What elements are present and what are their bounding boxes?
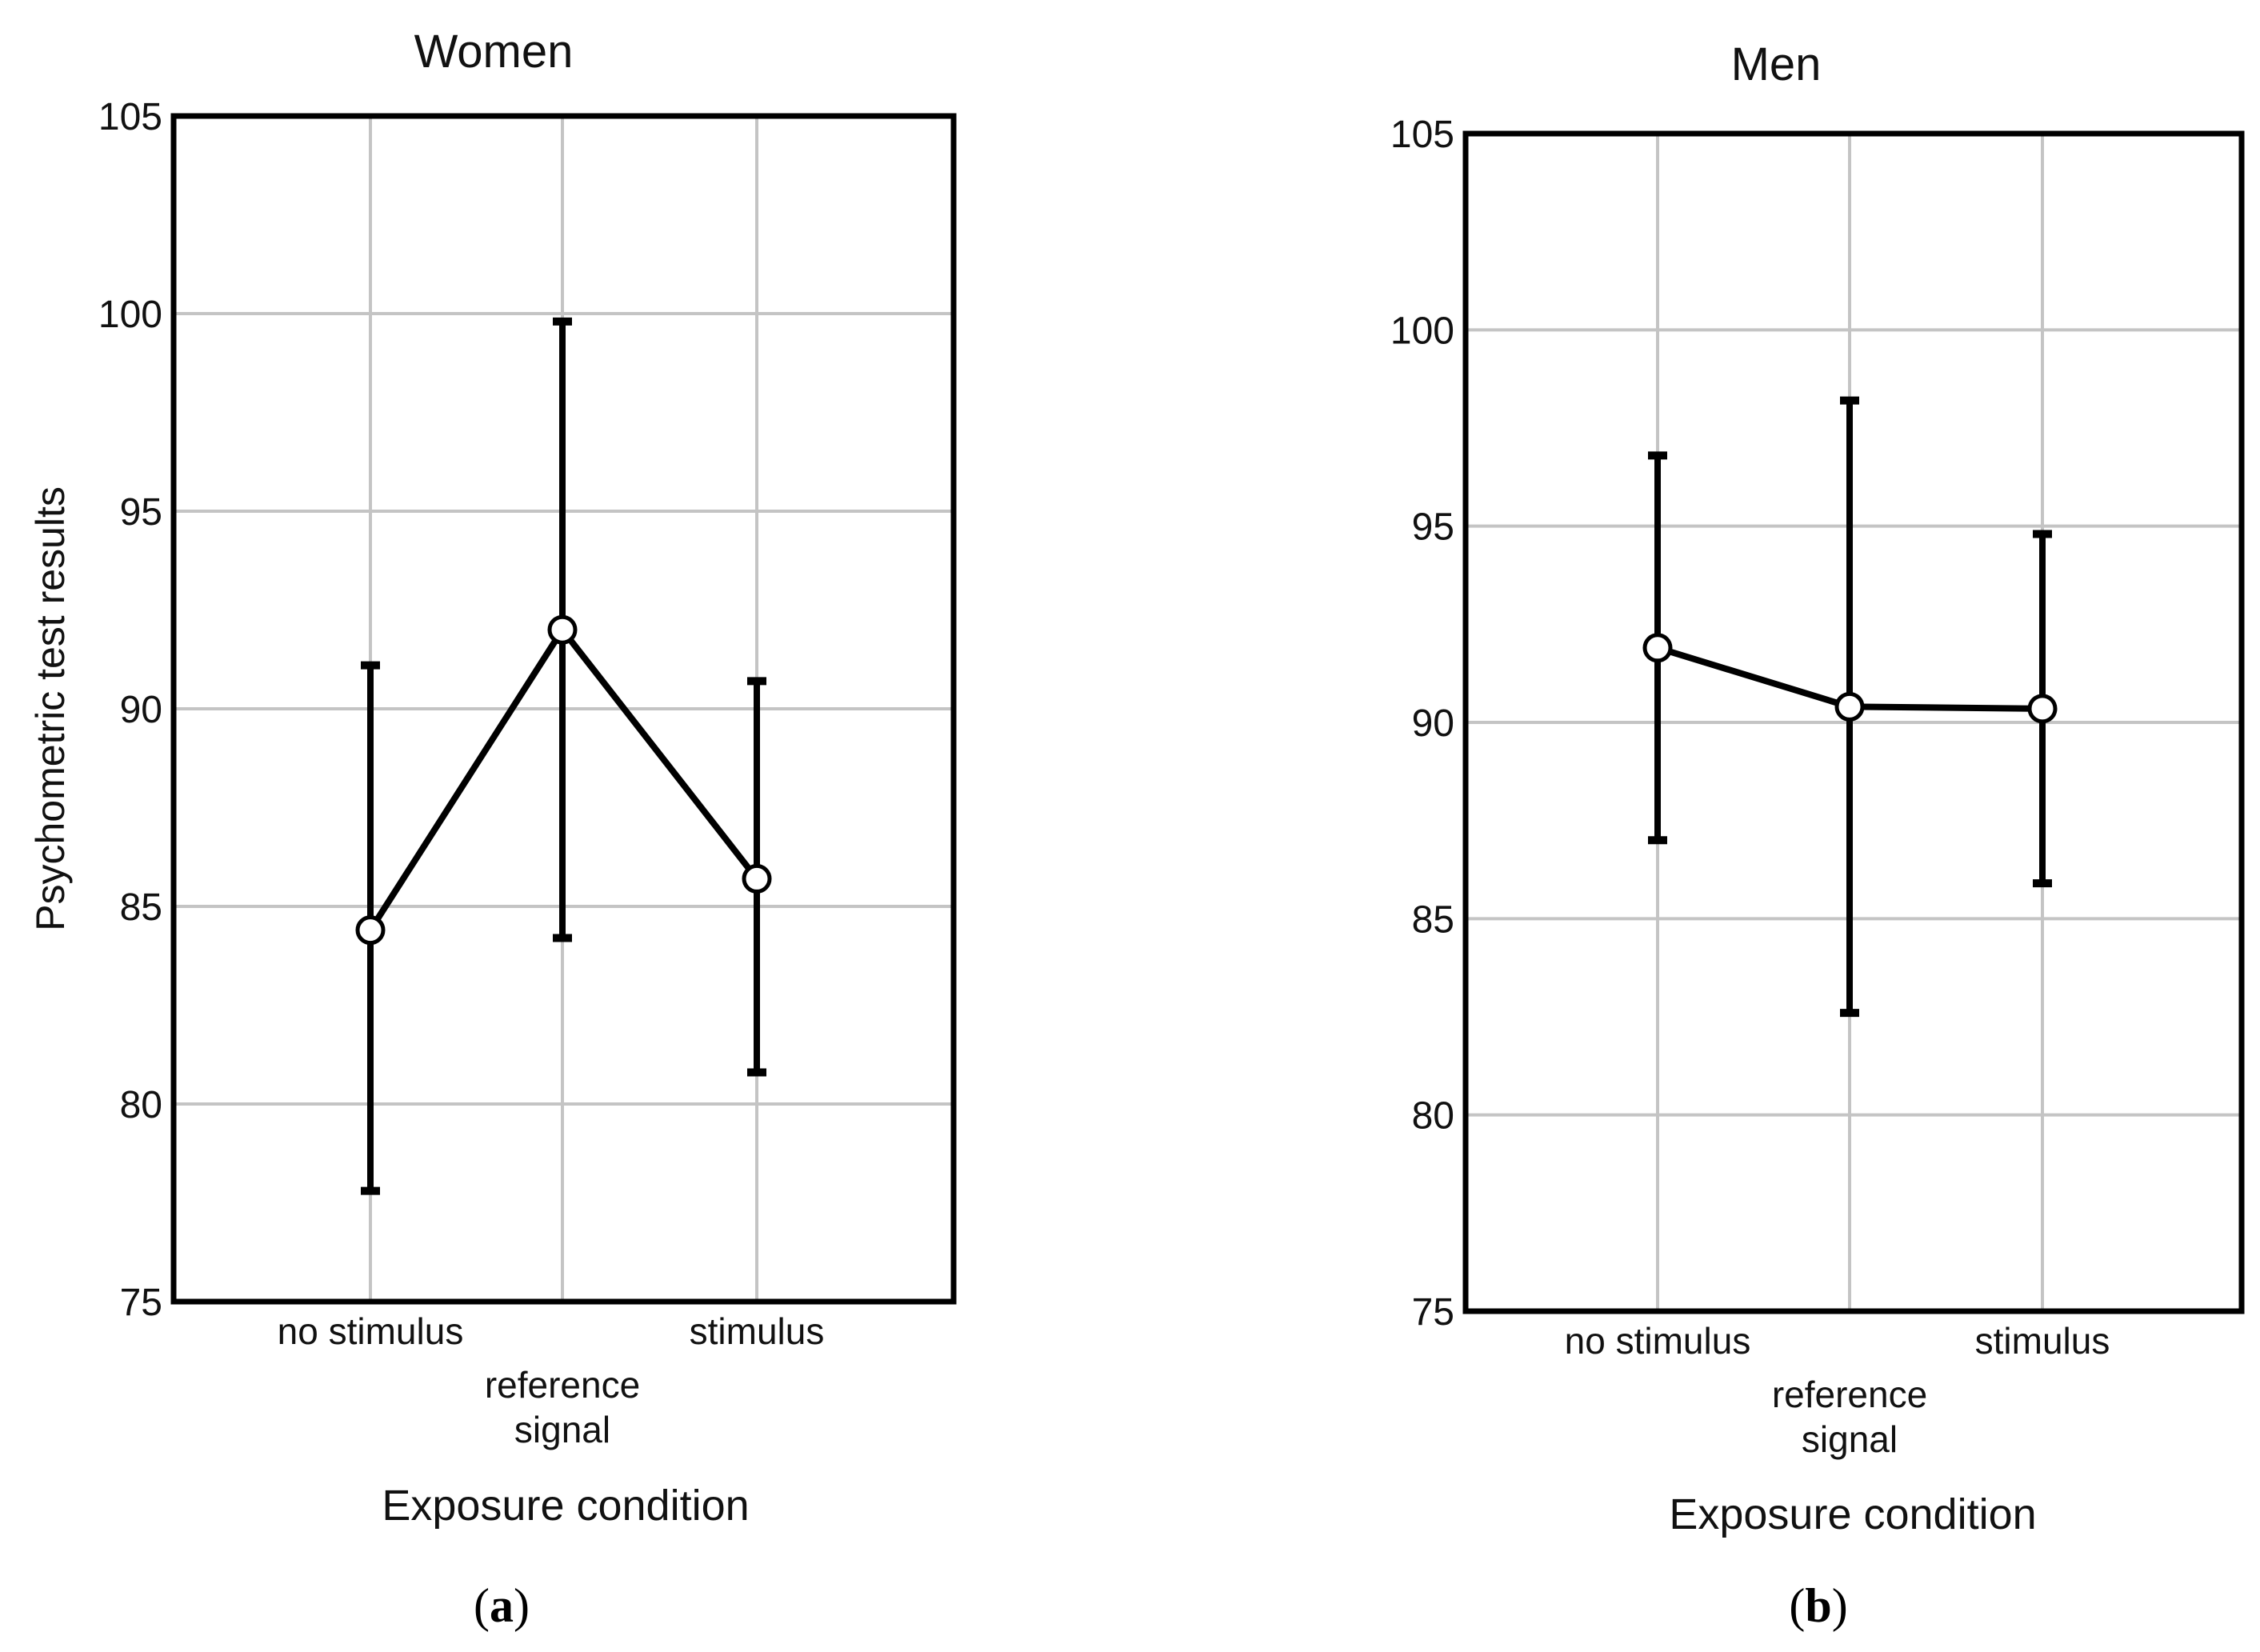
x-category-label: no stimulus [1565, 1320, 1751, 1362]
data-point [547, 614, 578, 645]
panel-label: (a) [474, 1579, 530, 1632]
y-axis-ticks: 75 80 85 90 95 100 105 [98, 96, 162, 1324]
x-axis-label: Exposure condition [382, 1482, 749, 1530]
y-tick-label: 90 [1412, 702, 1454, 745]
data-point [742, 863, 772, 894]
y-tick-label: 95 [1412, 506, 1454, 549]
x-category-label: signal [514, 1409, 610, 1450]
x-axis-label: Exposure condition [1669, 1490, 2036, 1538]
panel-letter: a [490, 1579, 514, 1632]
data-point [1834, 691, 1865, 722]
y-tick-label: 80 [1412, 1095, 1454, 1138]
y-tick-label: 90 [120, 689, 162, 731]
y-axis-ticks: 75 80 85 90 95 100 105 [1390, 114, 1454, 1334]
panel-label: (b) [1789, 1579, 1847, 1632]
x-category-label: reference [485, 1364, 640, 1406]
panel-men: Men 75 80 85 90 95 100 105 no stimulus referenc… [1390, 38, 2245, 1632]
x-category-label: no stimulus [278, 1310, 464, 1352]
y-tick-label: 105 [98, 96, 162, 138]
y-tick-label: 100 [1390, 310, 1454, 352]
y-tick-label: 100 [98, 294, 162, 336]
y-tick-label: 80 [120, 1084, 162, 1126]
x-category-label: stimulus [1975, 1320, 2110, 1362]
y-tick-label: 75 [1412, 1291, 1454, 1334]
data-point [1642, 633, 1673, 663]
x-category-label: stimulus [690, 1310, 825, 1352]
plot-frame [1462, 130, 2245, 1314]
x-category-label: reference [1772, 1374, 1927, 1415]
x-category-label: signal [1802, 1418, 1898, 1460]
series [355, 317, 772, 1195]
chart-title: Men [1731, 38, 1822, 90]
y-tick-label: 105 [1390, 114, 1454, 156]
y-tick-label: 75 [120, 1282, 162, 1324]
series [1642, 396, 2058, 1018]
plot-frame [170, 113, 957, 1305]
panel-letter: b [1805, 1579, 1831, 1632]
data-point [355, 915, 386, 946]
y-axis-label: Psychometric test results [28, 486, 73, 931]
y-tick-label: 85 [120, 886, 162, 929]
grid [1466, 132, 2242, 1313]
y-tick-label: 95 [120, 491, 162, 534]
panel-women: Women 75 80 85 90 95 100 105 no stimulus refere… [28, 26, 957, 1632]
y-tick-label: 85 [1412, 898, 1454, 941]
chart-title: Women [414, 26, 574, 78]
data-point [2027, 694, 2058, 724]
